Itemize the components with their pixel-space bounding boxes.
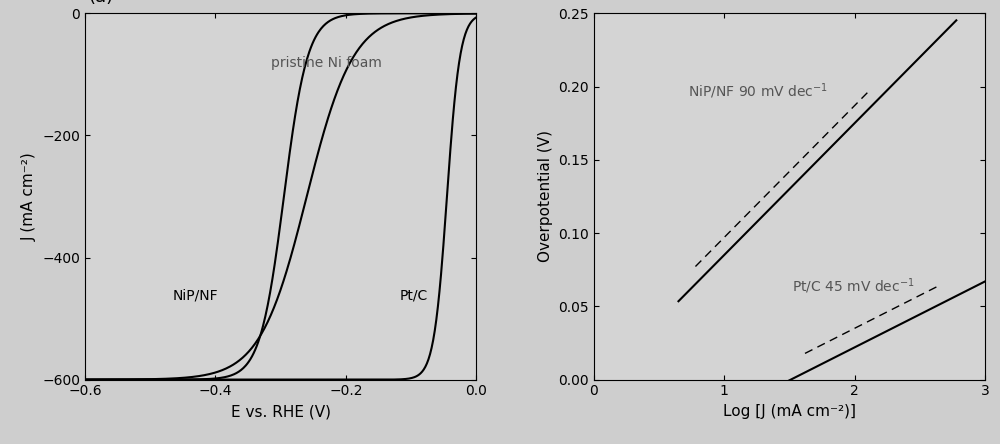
X-axis label: Log [J (mA cm⁻²)]: Log [J (mA cm⁻²)] bbox=[723, 404, 856, 419]
Y-axis label: Overpotential (V): Overpotential (V) bbox=[538, 131, 553, 262]
Text: Pt/C: Pt/C bbox=[399, 288, 428, 302]
Text: Pt/C 45 mV dec$^{-1}$: Pt/C 45 mV dec$^{-1}$ bbox=[792, 277, 915, 296]
Text: NiP/NF: NiP/NF bbox=[173, 288, 219, 302]
Text: (b): (b) bbox=[583, 0, 609, 2]
Text: (a): (a) bbox=[88, 0, 113, 6]
Y-axis label: J (mA cm⁻²): J (mA cm⁻²) bbox=[22, 152, 37, 241]
X-axis label: E vs. RHE (V): E vs. RHE (V) bbox=[231, 404, 331, 419]
Text: NiP/NF 90 mV dec$^{-1}$: NiP/NF 90 mV dec$^{-1}$ bbox=[688, 82, 828, 101]
Text: pristine Ni foam: pristine Ni foam bbox=[271, 56, 382, 70]
